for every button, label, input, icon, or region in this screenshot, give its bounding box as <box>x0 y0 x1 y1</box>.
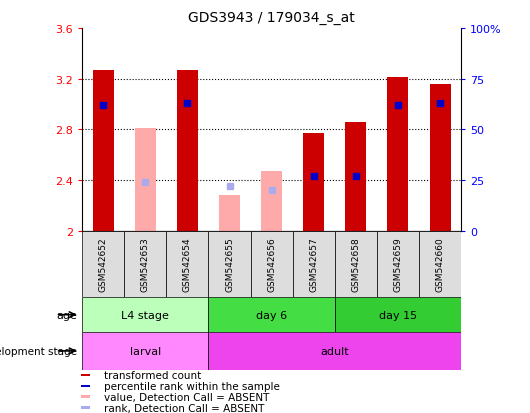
Bar <box>377 231 419 297</box>
Bar <box>293 231 335 297</box>
Text: GSM542652: GSM542652 <box>99 237 108 291</box>
Text: development stage: development stage <box>0 346 77 356</box>
Bar <box>208 231 251 297</box>
Bar <box>81 374 90 376</box>
Bar <box>124 231 166 297</box>
Bar <box>303 134 324 231</box>
Bar <box>219 196 240 231</box>
Bar <box>261 172 282 231</box>
Text: GSM542658: GSM542658 <box>351 237 360 291</box>
Text: GSM542657: GSM542657 <box>309 237 318 291</box>
Bar <box>419 231 461 297</box>
Bar <box>177 71 198 231</box>
Text: larval: larval <box>130 346 161 356</box>
Text: transformed count: transformed count <box>104 370 201 380</box>
Bar <box>81 385 90 387</box>
Bar <box>81 396 90 398</box>
Text: percentile rank within the sample: percentile rank within the sample <box>104 381 279 391</box>
Text: GSM542656: GSM542656 <box>267 237 276 291</box>
Bar <box>82 231 124 297</box>
Bar <box>82 297 208 332</box>
Bar <box>335 231 377 297</box>
Bar <box>429 85 450 231</box>
Bar <box>82 332 208 370</box>
Text: L4 stage: L4 stage <box>121 310 169 320</box>
Bar <box>251 231 293 297</box>
Text: age: age <box>56 310 77 320</box>
Bar <box>166 231 208 297</box>
Text: day 15: day 15 <box>379 310 417 320</box>
Text: GSM542654: GSM542654 <box>183 237 192 291</box>
Bar <box>335 297 461 332</box>
Text: GSM542653: GSM542653 <box>141 237 150 291</box>
Text: GSM542660: GSM542660 <box>436 237 445 291</box>
Title: GDS3943 / 179034_s_at: GDS3943 / 179034_s_at <box>188 11 355 25</box>
Text: value, Detection Call = ABSENT: value, Detection Call = ABSENT <box>104 392 269 402</box>
Bar <box>208 332 461 370</box>
Text: GSM542655: GSM542655 <box>225 237 234 291</box>
Bar <box>346 123 366 231</box>
Bar <box>387 78 409 231</box>
Bar <box>135 129 156 231</box>
Text: rank, Detection Call = ABSENT: rank, Detection Call = ABSENT <box>104 403 264 413</box>
Text: day 6: day 6 <box>256 310 287 320</box>
Text: GSM542659: GSM542659 <box>393 237 402 291</box>
Text: adult: adult <box>321 346 349 356</box>
Bar <box>93 71 114 231</box>
Bar <box>81 406 90 409</box>
Bar <box>208 297 335 332</box>
